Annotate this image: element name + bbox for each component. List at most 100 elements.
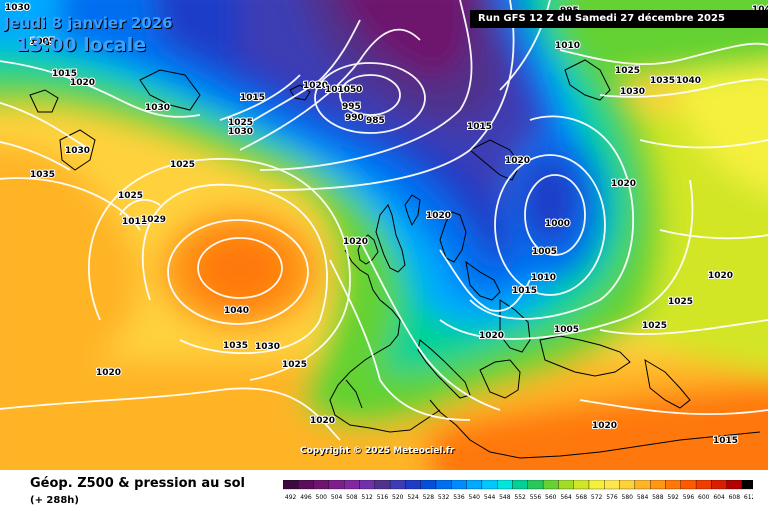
isobar-label: 1020 [426,211,451,221]
isobar-label: 1035 [223,341,248,351]
isobar-label: 1025 [282,360,307,370]
forecast-lead-time: (+ 288h) [30,495,79,506]
coastlines [29,59,761,459]
color-scale-swatch [344,480,360,490]
isobar-label: 1030 [228,127,253,137]
color-scale-swatch [497,480,513,490]
color-scale-tick-label: 512 [361,494,373,501]
isobar-label: 1005 [532,247,557,257]
color-scale-tick-label: 584 [637,494,649,501]
isobar-label: 1030 [145,103,170,113]
isobar-label: 1015 [52,69,77,79]
isobar-label: 1020 [479,331,504,341]
color-scale-swatch [527,480,544,490]
isobar-label: 1030 [255,342,280,352]
color-scale-tick-label: 576 [606,494,618,501]
color-scale-swatch [650,480,666,490]
color-scale-legend: 492 496 500 504 508 512 516 520 524 528 532 536 540 5… [283,480,753,501]
isobar-label: 1020 [592,421,617,431]
color-scale-swatch [695,480,712,490]
isobar-label: 1020 [505,156,530,166]
color-scale-tick-label: 528 [423,494,435,501]
color-scale-tick-label: 604 [713,494,725,501]
color-scale-swatch [711,480,727,490]
isobar-label: 1010 [555,41,580,51]
color-scale-tick-label: 608 [729,494,741,501]
isobar-label: 1005 [30,37,55,47]
isobar-label: 1015 [467,122,492,132]
color-scale-tick-label: 536 [453,494,465,501]
product-title: Géop. Z500 & pression au sol [30,476,245,491]
color-scale-tick-label: 612 [744,494,753,501]
color-scale-tick-label: 516 [377,494,389,501]
isobar-label: 1020 [310,416,335,426]
valid-date: Jeudi 8 janvier 2026 [4,14,173,32]
isobar-label: 1020 [70,78,95,88]
color-scale-swatch [665,480,681,490]
valid-time: 13:00 locale [16,34,147,56]
color-scale-swatch [435,480,452,490]
color-scale-swatch [619,480,636,490]
isobar-label: 1025 [615,66,640,76]
run-info-banner: Run GFS 12 Z du Samedi 27 décembre 2025 [470,10,768,28]
isobar-label: 1000 [545,219,570,229]
isobar-label: 1020 [708,271,733,281]
color-scale-swatch [313,480,330,490]
color-scale-cells: 492 496 500 504 508 512 516 520 524 528 532 536 540 5… [283,480,753,501]
color-scale-tick-label: 520 [392,494,404,501]
isobar-label: 1015 [512,286,537,296]
color-scale-swatch [680,480,697,490]
isobar-label: 990 [345,113,364,123]
isobar-label: 1020 [611,179,636,189]
isobar-label: 1015 [240,93,265,103]
isobar-label: 1025 [642,321,667,331]
copyright-notice: Copyright © 2025 Meteociel.fr [300,446,455,456]
color-scale-swatch [481,480,498,490]
color-scale-swatch [726,480,743,490]
color-scale-tick-label: 556 [530,494,542,501]
color-scale-tick-label: 540 [469,494,481,501]
color-scale-tick-label: 508 [346,494,358,501]
isobar-label: 1040 [676,76,701,86]
color-scale-tick-label: 544 [484,494,496,501]
color-scale-tick-label: 592 [667,494,679,501]
color-scale-tick-label: 560 [545,494,557,501]
color-scale-tick-label: 600 [698,494,710,501]
isobar-label: 1040 [224,306,249,316]
isobar-label: 1025 [118,191,143,201]
color-scale-swatch [420,480,437,490]
geopotential-map: 1030104099510101005101510201030102010105… [0,0,768,470]
isobar-label: 1025 [170,160,195,170]
isobar-labels: 1030104099510101005101510201030102010105… [4,2,768,447]
color-scale-swatch [558,480,574,490]
isobar-label: 1035 [650,76,675,86]
color-scale-tick-label: 524 [407,494,419,501]
color-scale-tick-label: 568 [576,494,588,501]
isobar-label: 1030 [65,146,90,156]
color-scale-swatch [512,480,528,490]
isobar-label: 1015 [713,436,738,446]
color-scale-tick-label: 572 [591,494,603,501]
isobar-label: 1029 [141,215,166,225]
color-scale-swatch [588,480,605,490]
color-scale-swatch [374,480,391,490]
isobar-label: 1020 [96,368,121,378]
color-scale-swatch [405,480,421,490]
color-scale-tick-label: 496 [300,494,312,501]
isobar-label: 1030 [5,3,30,13]
color-scale-tick-label: 552 [514,494,526,501]
color-scale-swatch [604,480,620,490]
isobar-label: 985 [366,116,385,126]
color-scale-tick-label: 492 [285,494,297,501]
color-scale-tick-label: 504 [331,494,343,501]
color-scale-swatch [451,480,467,490]
isobar-label: 1010 [531,273,556,283]
color-scale-swatch [359,480,375,490]
isobar-label: 1011 [122,217,147,227]
color-scale-swatch [298,480,314,490]
footer-bar: Géop. Z500 & pression au sol (+ 288h) 49… [0,470,768,512]
isobar-label: 1030 [620,87,645,97]
color-scale-tick-label: 580 [622,494,634,501]
color-scale-tick-label: 500 [316,494,328,501]
